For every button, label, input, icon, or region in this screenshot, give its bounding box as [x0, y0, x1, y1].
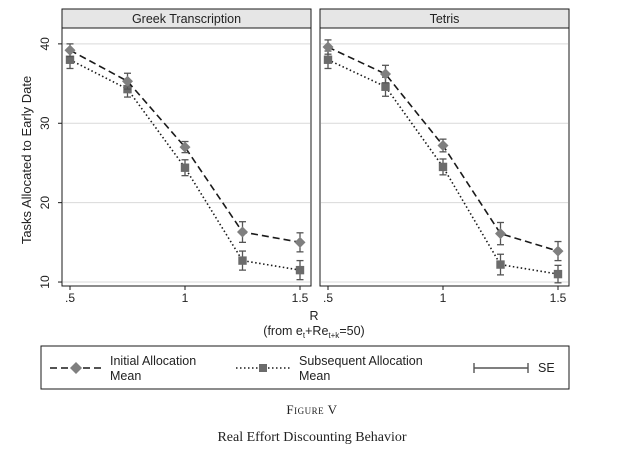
legend: Initial Allocation Mean Subsequent Alloc…	[40, 345, 570, 390]
data-point-initial	[322, 41, 334, 53]
legend-item-initial: Initial Allocation Mean	[50, 354, 196, 383]
y-tick-labels: 10 20 30 40	[38, 37, 62, 289]
gridlines	[63, 43, 310, 283]
data-point-initial	[552, 245, 564, 257]
legend-label: Mean	[299, 369, 330, 383]
data-point-subsequent	[438, 162, 448, 172]
data-point-subsequent	[295, 265, 305, 275]
x-axis-label: R	[309, 309, 318, 323]
panel-greek-transcription: Greek Transcription 10 20 30 40 .5 1 1.5	[38, 8, 312, 305]
legend-label: Initial Allocation	[110, 354, 196, 368]
plot-area	[319, 27, 570, 287]
x-tick-label: 1.5	[550, 291, 567, 305]
x-axis-sublabel: (from et+Ret+k=50)	[263, 324, 364, 340]
figure-label: Figure V	[286, 402, 338, 417]
data-point-subsequent	[496, 260, 505, 269]
data-point-initial	[64, 44, 76, 56]
y-tick-label: 40	[38, 37, 52, 51]
y-tick-label: 20	[38, 196, 52, 210]
x-tick-labels: .5 1 1.5	[323, 286, 567, 305]
data-point-initial	[179, 141, 191, 153]
legend-label: SE	[538, 361, 555, 375]
x-tick-label: 1	[182, 291, 189, 305]
x-tick-label: .5	[65, 291, 75, 305]
data-point-subsequent	[180, 163, 190, 172]
data-point-subsequent	[553, 269, 563, 279]
plot-area	[61, 27, 312, 287]
data-point-subsequent	[238, 256, 247, 265]
x-tick-labels: .5 1 1.5	[65, 286, 309, 305]
figure-title: Real Effort Discounting Behavior	[217, 430, 407, 445]
x-tick-label: .5	[323, 291, 333, 305]
y-axis-label: Tasks Allocated to Early Date	[19, 76, 34, 244]
data-point-subsequent	[323, 55, 333, 64]
gridlines	[321, 43, 568, 283]
panel-tetris: Tetris .5 1 1.5	[319, 8, 570, 305]
data-point-subsequent	[381, 82, 390, 91]
legend-label: Mean	[110, 369, 141, 383]
legend-diamond-marker	[70, 362, 82, 374]
legend-label: Subsequent Allocation	[299, 354, 423, 368]
series-layer	[322, 39, 564, 284]
panel-title: Greek Transcription	[132, 12, 241, 26]
data-point-initial	[380, 68, 391, 80]
data-point-initial	[437, 139, 449, 151]
x-tick-label: 1	[440, 291, 447, 305]
data-point-initial	[495, 228, 506, 240]
data-point-initial	[294, 236, 306, 248]
y-tick-label: 10	[38, 275, 52, 289]
data-point-subsequent	[65, 55, 75, 64]
legend-item-se: SE	[473, 361, 555, 375]
x-tick-label: 1.5	[292, 291, 309, 305]
legend-item-subsequent: Subsequent Allocation Mean	[236, 354, 423, 383]
y-tick-label: 30	[38, 116, 52, 130]
panel-title: Tetris	[430, 12, 460, 26]
data-point-initial	[122, 75, 133, 87]
legend-square-marker	[259, 364, 267, 372]
series-layer	[64, 43, 306, 281]
data-point-initial	[237, 226, 248, 238]
